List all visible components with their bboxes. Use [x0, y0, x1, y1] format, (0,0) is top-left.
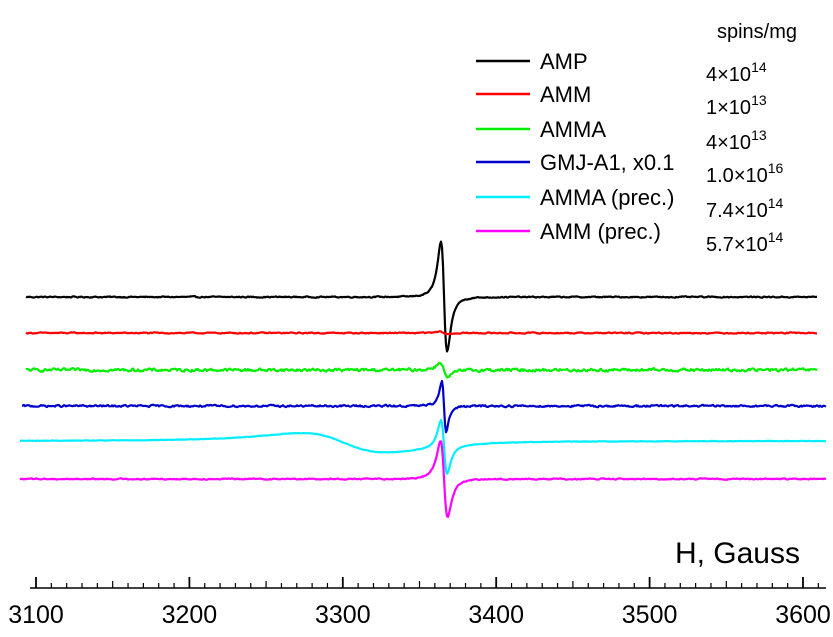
spins-per-mg-value: 5.7×1014	[706, 229, 784, 256]
legend-label: AMM (prec.)	[540, 219, 661, 244]
spins-per-mg-value: 7.4×1014	[706, 195, 784, 222]
x-tick-label: 3400	[468, 601, 524, 629]
x-tick-label: 3500	[622, 601, 678, 629]
spectrum-traces	[19, 240, 827, 518]
x-tick-label: 3600	[775, 601, 831, 629]
x-tick-label: 3300	[315, 601, 371, 629]
spins-per-mg-value: 4×1014	[706, 59, 767, 86]
legend: AMP AMM AMMA GMJ-A1, x0.1 AMMA (prec.) AMM (p…	[476, 49, 674, 244]
spins-per-mg-value: 1×1013	[706, 92, 767, 119]
spins-per-mg-value: 1.0×1016	[706, 160, 784, 187]
trace-amma-prec	[19, 419, 827, 475]
trace-gmj-a1-x0-1	[21, 379, 827, 434]
spins-per-mg-values: 4×1014 1×1013 4×1013 1.0×1016 7.4×1014 5.7×10…	[706, 59, 784, 256]
trace-amma	[25, 361, 818, 379]
legend-label: AMMA	[540, 117, 606, 142]
spins-per-mg-value: 4×1013	[706, 127, 767, 154]
trace-amp	[25, 240, 818, 353]
x-tick-label: 3200	[162, 601, 218, 629]
x-axis: 3100 3200 3300 3400 3500 3600	[8, 577, 831, 629]
x-tick-label: 3100	[8, 601, 64, 629]
spins-per-mg-header: spins/mg	[717, 21, 797, 43]
x-axis-title: H, Gauss	[675, 537, 800, 570]
trace-amm	[25, 330, 818, 336]
trace-amm-prec	[19, 440, 827, 518]
legend-label: AMMA (prec.)	[540, 185, 674, 210]
legend-label: AMP	[540, 49, 588, 74]
legend-label: GMJ-A1, x0.1	[540, 150, 674, 175]
legend-label: AMM	[540, 82, 591, 107]
